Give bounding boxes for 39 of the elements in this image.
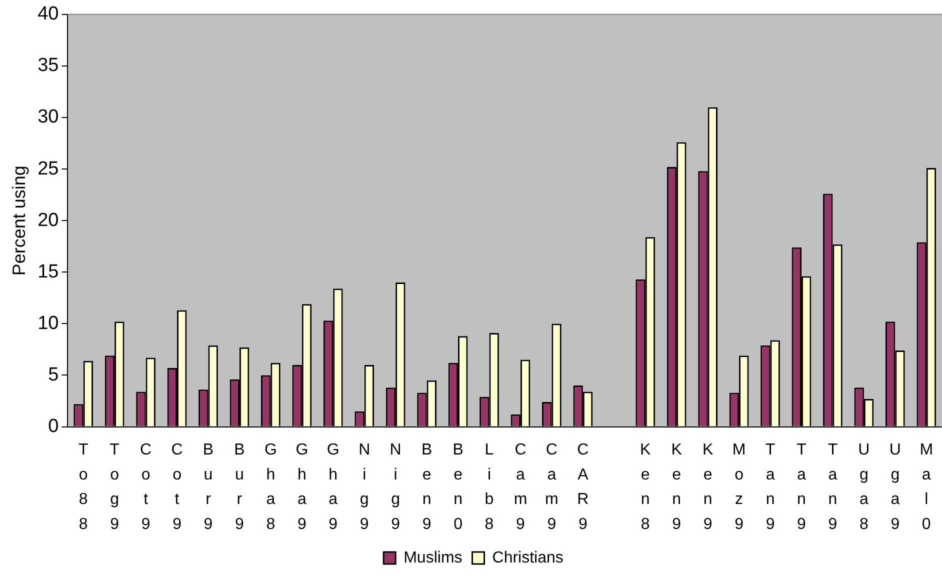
y-tick-label: 25 [38, 158, 59, 180]
x-tick-label: Tan9 [796, 442, 807, 534]
x-tick-label: Uga8 [858, 442, 870, 534]
x-tick-label: Mal0 [920, 442, 934, 534]
x-tick-label: Lib8 [484, 442, 494, 534]
x-tick-label: To88 [78, 442, 88, 534]
x-tick-label: Ben9 [421, 442, 432, 534]
y-tick-label: 35 [38, 55, 59, 76]
x-tick-label: Gha8 [264, 442, 277, 534]
y-tick-label: 40 [38, 4, 59, 25]
x-tick-label: Cot9 [171, 442, 183, 534]
x-tick-label: Bur9 [234, 442, 245, 534]
x-tick-label: Tog9 [110, 442, 120, 534]
x-tick-label: Bur9 [202, 442, 214, 534]
y-tick-label: 20 [38, 210, 59, 231]
x-tick-label: Ken9 [671, 442, 682, 534]
y-tick-label: 10 [38, 312, 59, 334]
legend-label: Christians [492, 549, 564, 566]
x-tick-label: Nig9 [358, 442, 370, 534]
x-tick-label: Cot9 [140, 442, 152, 534]
legend-label: Muslims [404, 549, 462, 566]
y-tick-label: 15 [38, 261, 59, 282]
x-tick-label: Ken8 [640, 442, 652, 534]
x-tick-label: Uga9 [889, 442, 901, 534]
x-tick-label: Tan9 [828, 442, 838, 534]
y-tick-label: 5 [48, 364, 59, 386]
x-tick-label: Gha9 [296, 442, 308, 534]
x-tick-label: Ken9 [702, 442, 714, 534]
x-tick-label: Nig9 [390, 442, 402, 534]
x-tick-label: Ben0 [452, 442, 464, 534]
y-tick-label: 0 [48, 416, 59, 438]
x-tick-label: Gha9 [326, 442, 340, 534]
x-tick-label: Tan9 [765, 442, 776, 534]
y-tick-label: 30 [38, 106, 59, 128]
x-tick-label: Cam9 [545, 442, 558, 534]
x-tick-label: Cam9 [514, 442, 528, 534]
x-tick-label: CAR9 [577, 442, 589, 534]
x-tick-label: Moz9 [732, 442, 746, 534]
y-axis-title: Percent using [8, 166, 29, 276]
